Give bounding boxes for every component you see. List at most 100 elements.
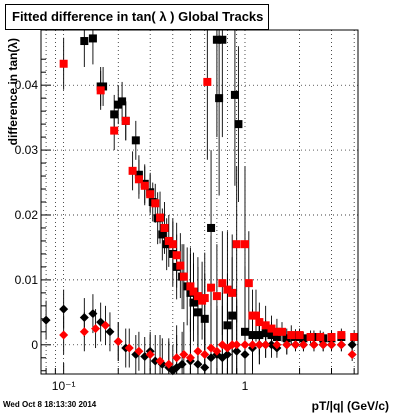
square-marker — [88, 34, 97, 43]
square-marker — [146, 190, 155, 199]
diamond-marker — [240, 340, 250, 350]
square-marker — [193, 308, 202, 317]
square-marker — [110, 126, 119, 135]
diamond-marker — [247, 340, 257, 350]
axis-ticks — [41, 58, 355, 374]
square-marker — [248, 331, 257, 340]
diamond-marker — [105, 327, 115, 337]
diamond-marker — [261, 340, 271, 350]
square-marker — [277, 327, 286, 336]
y-axis-title: difference in tan(λ) — [6, 38, 20, 145]
chart-title: Fitted difference in tan( λ ) Global Tra… — [5, 4, 269, 30]
diamond-marker — [79, 313, 89, 323]
square-marker — [244, 279, 253, 288]
square-marker — [59, 59, 68, 68]
square-marker — [232, 240, 241, 249]
square-marker — [189, 287, 198, 296]
x-tick-label: 1 — [242, 379, 249, 393]
square-marker — [156, 213, 165, 222]
square-marker — [179, 272, 188, 281]
square-marker — [261, 321, 270, 330]
square-marker — [267, 331, 276, 340]
diamond-marker — [200, 350, 210, 360]
square-marker — [215, 94, 224, 103]
diamond-marker — [172, 353, 182, 363]
diamond-marker — [145, 350, 155, 360]
square-marker — [267, 324, 276, 333]
y-tick-label: 0.01 — [15, 273, 39, 287]
diamond-marker — [282, 340, 292, 350]
square-marker — [272, 333, 281, 342]
diamond-marker — [79, 327, 89, 337]
diamond-marker — [336, 340, 346, 350]
diamond-marker — [177, 359, 187, 369]
diamond-marker — [193, 359, 203, 369]
square-marker — [272, 327, 281, 336]
square-marker — [160, 223, 169, 232]
square-marker — [176, 261, 185, 270]
square-marker — [306, 333, 315, 342]
square-marker — [96, 86, 105, 95]
square-marker — [134, 170, 143, 179]
diamond-marker — [212, 346, 222, 356]
diamond-marker — [124, 343, 134, 353]
square-marker — [295, 331, 304, 340]
square-marker — [200, 314, 209, 323]
square-marker — [118, 97, 127, 106]
diamond-marker — [232, 346, 242, 356]
diamond-marker — [232, 340, 242, 350]
square-marker — [128, 166, 137, 175]
square-marker — [316, 333, 325, 342]
square-marker — [255, 331, 264, 340]
square-marker — [234, 120, 243, 129]
x-axis-title: pT/|q| (GeV/c) — [312, 399, 389, 413]
diamond-marker — [185, 353, 195, 363]
square-marker — [261, 329, 270, 338]
diamond-marker — [206, 343, 216, 353]
square-marker — [207, 223, 216, 232]
diamond-marker — [91, 324, 101, 334]
diamond-marker — [254, 340, 264, 350]
diamond-marker — [88, 309, 98, 319]
square-marker — [140, 181, 149, 190]
diamond-marker — [272, 340, 282, 350]
diamond-marker — [179, 350, 189, 360]
square-marker — [186, 282, 195, 291]
square-marker — [80, 37, 89, 46]
data-markers — [41, 34, 359, 376]
square-marker — [223, 321, 232, 330]
square-marker — [164, 236, 173, 245]
square-marker — [131, 136, 140, 145]
square-marker — [255, 318, 264, 327]
square-marker — [189, 298, 198, 307]
diamond-marker — [193, 346, 203, 356]
diamond-marker — [318, 340, 328, 350]
y-tick-label: 0 — [31, 338, 38, 352]
diamond-marker — [113, 337, 123, 347]
diamond-marker — [298, 340, 308, 350]
square-marker — [212, 35, 221, 44]
square-marker — [228, 288, 237, 297]
timestamp-label: Wed Oct 8 18:13:30 2014 — [3, 400, 97, 409]
square-marker — [287, 331, 296, 340]
y-tick-label: 0.03 — [15, 143, 39, 157]
diamond-marker — [59, 330, 69, 340]
square-marker — [193, 292, 202, 301]
diamond-marker — [291, 340, 301, 350]
square-marker — [282, 334, 291, 343]
diamond-marker — [59, 304, 69, 314]
square-marker — [228, 311, 237, 320]
x-tick-label: 10⁻¹ — [52, 379, 76, 393]
diamond-marker — [200, 363, 210, 373]
plot-frame — [40, 29, 359, 375]
y-tick-label: 0.04 — [15, 78, 39, 92]
square-marker — [218, 279, 227, 288]
y-tick-label: 0.02 — [15, 208, 39, 222]
diamond-marker — [155, 356, 165, 366]
diamond-marker — [150, 356, 160, 366]
square-marker — [203, 77, 212, 86]
square-marker — [223, 285, 232, 294]
diamond-marker — [100, 320, 110, 330]
diamond-marker — [327, 340, 337, 350]
axis-tick-labels: 10⁻¹ 1 0 0.01 0.02 0.03 0.04 — [15, 78, 249, 393]
